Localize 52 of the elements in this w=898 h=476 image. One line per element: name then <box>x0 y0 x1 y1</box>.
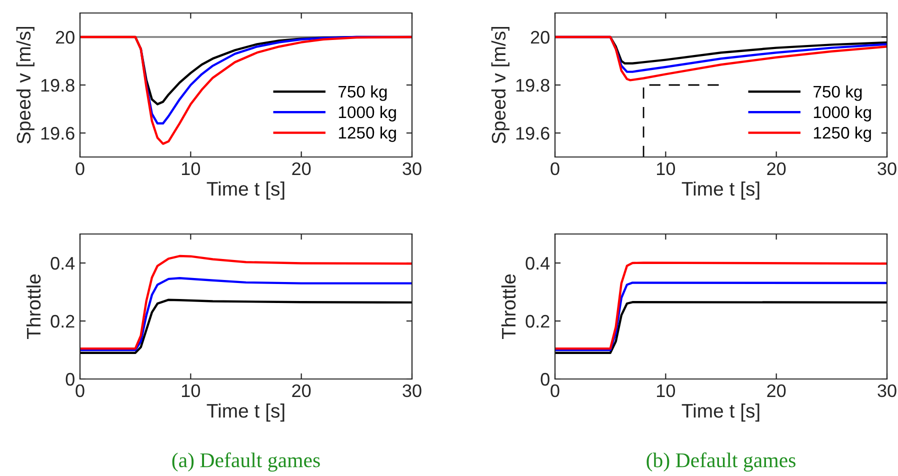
x-tick-label: 10 <box>182 384 200 398</box>
line-series <box>555 282 887 352</box>
y-tick-label: 19.6 <box>41 126 74 140</box>
y-tick-label: 0.4 <box>50 256 75 270</box>
y-tick-label: 19.8 <box>516 78 550 92</box>
x-tick-label: 20 <box>292 162 311 176</box>
text: (b) Default games <box>646 452 796 472</box>
x-tick-label: 30 <box>878 384 896 398</box>
x-tick-label: 10 <box>182 162 200 176</box>
x-tick-label: 0 <box>76 384 84 398</box>
y-tick-label: 0.2 <box>50 314 74 328</box>
legend-label: 750 kg <box>814 85 862 101</box>
legend-label: 1000 kg <box>338 106 396 122</box>
x-tick-label: 10 <box>657 384 676 398</box>
line-series <box>555 262 887 350</box>
x-tick-label: 30 <box>402 384 422 398</box>
y-axis-title: Speed v [m/s] <box>491 26 510 144</box>
line-series <box>80 298 412 354</box>
x-tick-label: 0 <box>76 162 84 176</box>
y-tick-label: 0 <box>540 372 550 386</box>
y-tick-label: 19.8 <box>41 78 74 92</box>
x-tick-label: 30 <box>878 162 896 176</box>
x-tick-label: 20 <box>292 384 311 398</box>
text: (a) Default games <box>172 452 320 472</box>
x-axis-title: Time t [s] <box>206 181 284 200</box>
legend-label: 1000 kg <box>814 106 871 122</box>
line-series <box>80 36 412 145</box>
y-axis-title: Throttle <box>501 274 516 340</box>
y-tick-label: 0 <box>66 372 74 386</box>
x-axis-title: Time t [s] <box>682 403 760 422</box>
x-axis-title: Time t [s] <box>682 181 760 200</box>
y-tick-label: 20 <box>530 30 550 44</box>
y-axis-title: Throttle <box>26 274 41 340</box>
line-series <box>555 301 887 354</box>
y-tick-label: 0.4 <box>526 256 550 270</box>
line-series <box>80 254 412 350</box>
x-tick-label: 0 <box>550 384 560 398</box>
y-tick-label: 19.6 <box>516 126 550 140</box>
y-axis-title: Speed v [m/s] <box>16 26 34 144</box>
y-tick-label: 0.2 <box>526 314 550 328</box>
legend-label: 750 kg <box>338 85 387 101</box>
legend-label: 1250 kg <box>814 126 871 142</box>
x-tick-label: 10 <box>657 162 676 176</box>
line-series <box>80 276 412 352</box>
x-tick-label: 20 <box>767 162 786 176</box>
legend-label: 1250 kg <box>338 126 396 142</box>
x-tick-label: 0 <box>550 162 560 176</box>
y-tick-label: 20 <box>56 30 74 44</box>
line-series <box>555 36 887 82</box>
x-tick-label: 20 <box>767 384 786 398</box>
x-tick-label: 30 <box>402 162 422 176</box>
x-axis-title: Time t [s] <box>206 403 284 422</box>
